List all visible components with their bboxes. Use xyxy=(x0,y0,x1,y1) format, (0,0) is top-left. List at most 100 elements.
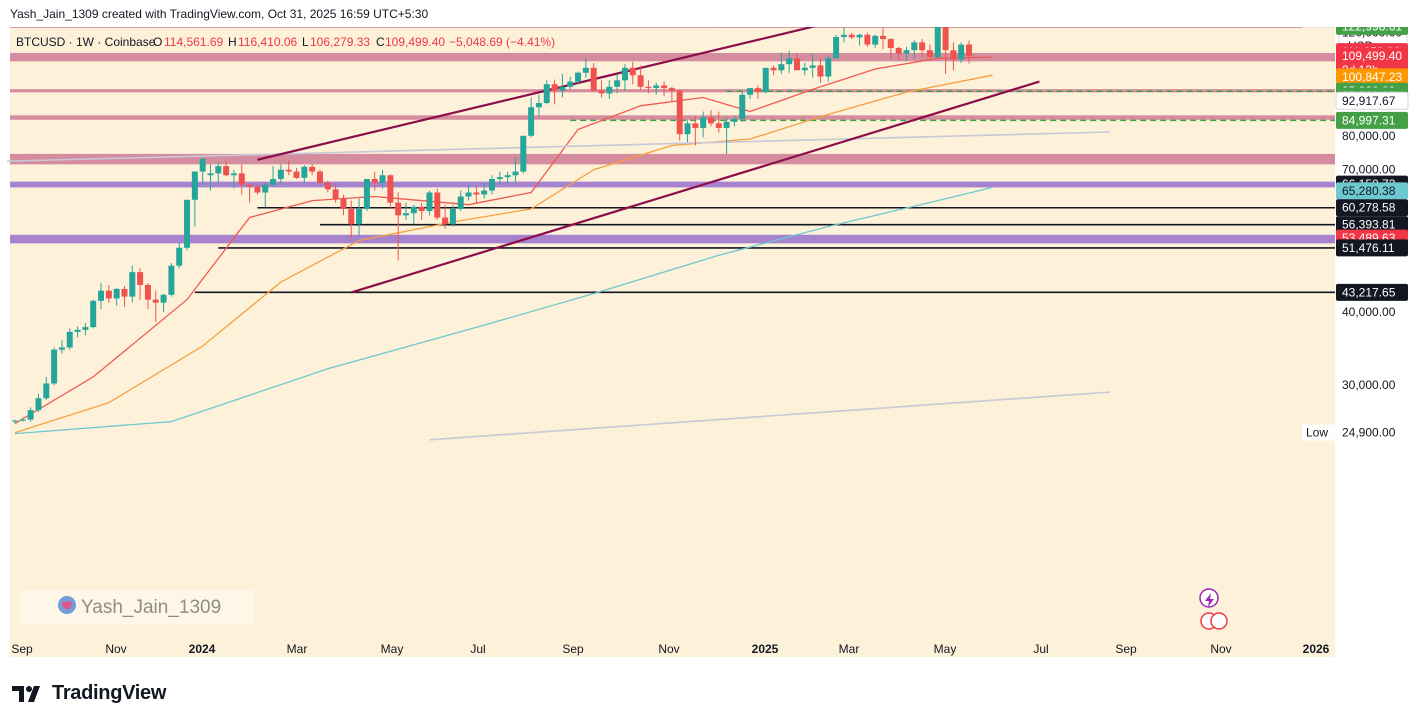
price-label-1[interactable]: 122,998.61 xyxy=(1336,27,1408,35)
candle-121[interactable] xyxy=(958,42,965,64)
candle-80[interactable] xyxy=(637,65,644,90)
candle-9[interactable] xyxy=(82,323,89,336)
candle-48[interactable] xyxy=(387,174,394,209)
price-label-4[interactable]: 100,847.23 xyxy=(1336,68,1408,86)
event-icons[interactable] xyxy=(1199,588,1228,630)
tradingview-brand[interactable]: TradingView xyxy=(12,682,166,705)
candle-109[interactable] xyxy=(864,32,871,47)
price-label-12[interactable]: 56,393.81 xyxy=(1336,216,1408,234)
sma-long-2-line[interactable] xyxy=(429,391,1110,441)
candle-58[interactable] xyxy=(465,184,472,201)
candle-27[interactable] xyxy=(223,160,230,177)
candle-102[interactable] xyxy=(809,53,816,78)
candle-68[interactable] xyxy=(543,80,550,105)
candle-67[interactable] xyxy=(535,94,542,116)
candle-5[interactable] xyxy=(51,347,58,386)
candle-25[interactable] xyxy=(207,164,214,191)
candle-34[interactable] xyxy=(277,164,284,185)
candle-76[interactable] xyxy=(606,80,613,99)
candle-2[interactable] xyxy=(27,407,34,422)
candle-51[interactable] xyxy=(410,204,417,225)
candle-55[interactable] xyxy=(442,204,449,229)
candle-93[interactable] xyxy=(739,90,746,122)
candle-120[interactable] xyxy=(950,42,957,71)
candle-33[interactable] xyxy=(270,166,277,187)
candle-74[interactable] xyxy=(590,63,597,91)
candle-7[interactable] xyxy=(66,328,73,350)
candle-49[interactable] xyxy=(395,192,402,261)
candle-117[interactable] xyxy=(926,44,933,59)
candle-89[interactable] xyxy=(707,110,714,127)
candle-32[interactable] xyxy=(262,182,269,207)
candle-105[interactable] xyxy=(833,34,840,59)
candle-94[interactable] xyxy=(747,88,754,99)
candle-8[interactable] xyxy=(74,326,81,338)
candle-64[interactable] xyxy=(512,157,519,183)
candle-103[interactable] xyxy=(817,58,824,83)
candle-60[interactable] xyxy=(481,182,488,199)
candle-22[interactable] xyxy=(184,199,191,251)
candle-16[interactable] xyxy=(137,268,144,300)
candle-28[interactable] xyxy=(230,169,237,189)
candle-4[interactable] xyxy=(43,376,50,401)
candle-115[interactable] xyxy=(911,40,918,59)
price-label-14[interactable]: 51,476.11 xyxy=(1336,239,1408,257)
candle-11[interactable] xyxy=(98,283,105,309)
candle-19[interactable] xyxy=(160,293,167,313)
candle-18[interactable] xyxy=(152,290,159,322)
candle-84[interactable] xyxy=(668,86,675,102)
candle-78[interactable] xyxy=(621,64,628,91)
zone-band-5[interactable] xyxy=(10,181,1335,188)
candle-111[interactable] xyxy=(880,27,887,50)
candle-36[interactable] xyxy=(293,167,300,179)
zone-band-0[interactable] xyxy=(10,27,1335,28)
candle-71[interactable] xyxy=(567,76,574,90)
candle-35[interactable] xyxy=(285,160,292,176)
candle-122[interactable] xyxy=(966,40,973,64)
candle-70[interactable] xyxy=(559,73,566,98)
zone-band-4[interactable] xyxy=(10,153,1335,165)
candle-45[interactable] xyxy=(363,178,370,212)
price-label-15[interactable]: 43,217.65 xyxy=(1336,283,1408,301)
candle-14[interactable] xyxy=(121,286,128,307)
chart[interactable]: Yash_Jain_1309 BTCUSD · 1W · Coinbase O … xyxy=(0,27,1422,667)
candle-56[interactable] xyxy=(449,204,456,227)
price-label-16[interactable]: Low 24,900.00 xyxy=(1302,424,1396,441)
candle-38[interactable] xyxy=(309,164,316,176)
candle-59[interactable] xyxy=(473,186,480,203)
candle-37[interactable] xyxy=(301,165,308,183)
candle-88[interactable] xyxy=(700,111,707,138)
us-flag-icon-2[interactable] xyxy=(1210,612,1228,630)
candle-62[interactable] xyxy=(496,171,503,185)
price-label-7[interactable]: 92,917.67 xyxy=(1335,91,1409,110)
candle-116[interactable] xyxy=(919,39,926,58)
candle-63[interactable] xyxy=(504,171,511,183)
candle-104[interactable] xyxy=(825,55,832,82)
candle-41[interactable] xyxy=(332,184,339,203)
candle-119[interactable] xyxy=(942,27,949,74)
candle-66[interactable] xyxy=(528,97,535,138)
candle-69[interactable] xyxy=(551,79,558,105)
candle-73[interactable] xyxy=(582,58,589,78)
candle-57[interactable] xyxy=(457,190,464,212)
candle-86[interactable] xyxy=(684,120,691,143)
candle-15[interactable] xyxy=(129,265,136,303)
candle-0[interactable] xyxy=(12,419,18,424)
candle-1[interactable] xyxy=(19,417,26,422)
candle-82[interactable] xyxy=(653,82,660,95)
channel-line-1[interactable] xyxy=(350,80,1040,294)
candle-101[interactable] xyxy=(801,63,808,76)
price-label-10[interactable]: 65,280.38 xyxy=(1336,182,1408,200)
candle-91[interactable] xyxy=(723,117,730,154)
candle-97[interactable] xyxy=(770,65,777,76)
candle-92[interactable] xyxy=(731,115,738,127)
sma-long-line[interactable] xyxy=(7,131,1110,162)
candle-83[interactable] xyxy=(661,81,668,97)
candle-42[interactable] xyxy=(340,194,347,216)
candle-100[interactable] xyxy=(794,53,800,71)
candle-21[interactable] xyxy=(176,242,183,269)
candle-112[interactable] xyxy=(887,38,894,59)
candle-31[interactable] xyxy=(254,184,261,195)
candle-85[interactable] xyxy=(676,89,683,141)
candle-96[interactable] xyxy=(762,67,769,94)
